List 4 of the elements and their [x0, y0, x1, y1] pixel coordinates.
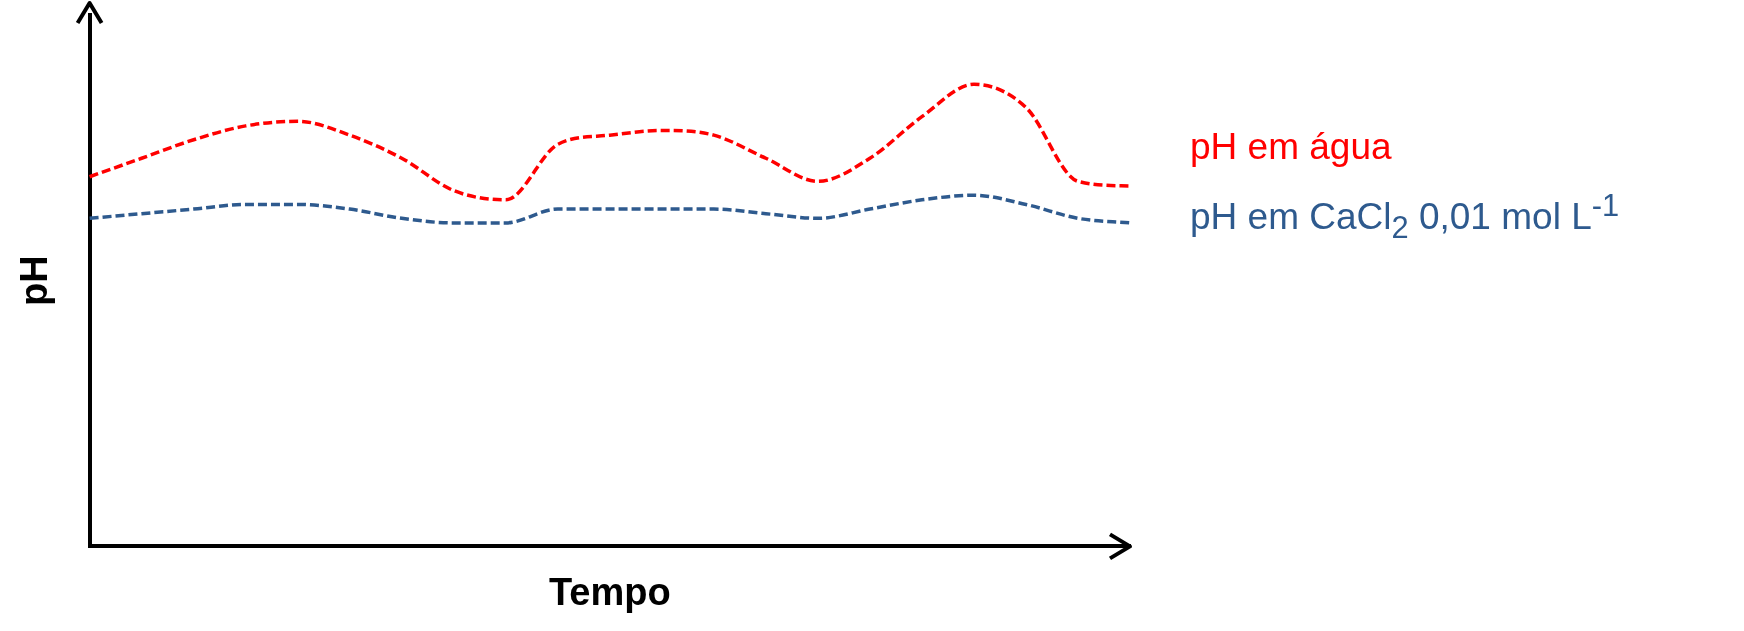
series-label: pH em água: [1190, 125, 1392, 167]
y-axis-title: pH: [13, 255, 56, 307]
x-axis-title: Tempo: [548, 570, 671, 613]
series-label: pH em CaCl$_{2}$ 0,01 mol L$^{-1}$: [1190, 187, 1620, 245]
